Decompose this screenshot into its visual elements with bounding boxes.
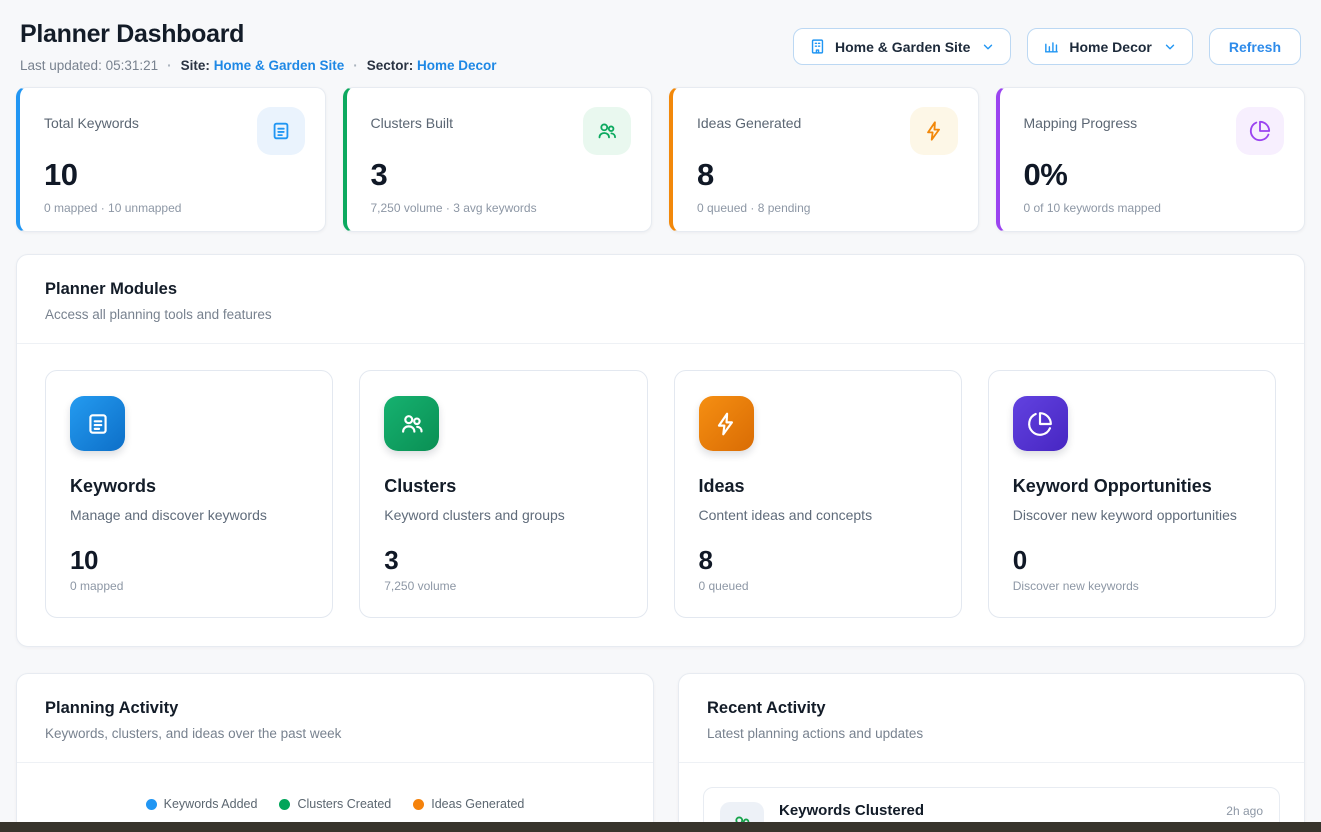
- chevron-down-icon: [981, 40, 995, 54]
- module-description: Discover new keyword opportunities: [1013, 507, 1251, 523]
- stat-label: Total Keywords: [44, 107, 139, 131]
- module-card-keywords[interactable]: Keywords Manage and discover keywords 10…: [45, 370, 333, 618]
- module-description: Keyword clusters and groups: [384, 507, 622, 523]
- planning-activity-panel: Planning Activity Keywords, clusters, an…: [16, 673, 654, 832]
- site-meta: Site: Home & Garden Site: [181, 58, 345, 73]
- last-updated-label: Last updated:: [20, 58, 102, 73]
- section-title: Planner Modules: [45, 280, 1276, 299]
- section-subtitle: Latest planning actions and updates: [707, 726, 1276, 741]
- module-value: 0: [1013, 545, 1251, 576]
- module-description: Content ideas and concepts: [699, 507, 937, 523]
- header-controls: Home & Garden Site Home Decor Refresh: [793, 28, 1301, 65]
- section-title: Recent Activity: [707, 699, 1276, 718]
- activity-timestamp: 2h ago: [1226, 804, 1263, 818]
- last-updated-value: 05:31:21: [106, 58, 159, 73]
- stat-subtext: 7,250 volume · 3 avg keywords: [371, 201, 632, 215]
- sector-selector-dropdown[interactable]: Home Decor: [1027, 28, 1192, 65]
- pie-chart-icon: [1013, 396, 1068, 451]
- module-subtext: 0 mapped: [70, 579, 308, 593]
- module-subtext: 7,250 volume: [384, 579, 622, 593]
- legend-item-clusters-created[interactable]: Clusters Created: [279, 797, 391, 811]
- module-value: 3: [384, 545, 622, 576]
- chart-legend: Keywords Added Clusters Created Ideas Ge…: [41, 797, 629, 811]
- site-label: Site:: [181, 58, 210, 73]
- header-meta: Last updated: 05:31:21 · Site: Home & Ga…: [20, 58, 497, 73]
- stat-card-clusters-built: Clusters Built 3 7,250 volume · 3 avg ke…: [343, 87, 653, 232]
- stat-card-total-keywords: Total Keywords 10 0 mapped · 10 unmapped: [16, 87, 326, 232]
- bolt-icon: [699, 396, 754, 451]
- refresh-button[interactable]: Refresh: [1209, 28, 1301, 65]
- stat-value: 3: [371, 157, 632, 193]
- sector-label: Sector:: [367, 58, 414, 73]
- module-card-clusters[interactable]: Clusters Keyword clusters and groups 3 7…: [359, 370, 647, 618]
- module-value: 10: [70, 545, 308, 576]
- bottom-taskbar-strip: [0, 822, 1321, 832]
- module-card-ideas[interactable]: Ideas Content ideas and concepts 8 0 que…: [674, 370, 962, 618]
- site-link[interactable]: Home & Garden Site: [214, 58, 345, 73]
- stat-subtext: 0 of 10 keywords mapped: [1024, 201, 1285, 215]
- stat-value: 0%: [1024, 157, 1285, 193]
- sector-link[interactable]: Home Decor: [417, 58, 497, 73]
- site-selector-label: Home & Garden Site: [835, 39, 970, 55]
- legend-dot: [279, 799, 290, 810]
- header-left: Planner Dashboard Last updated: 05:31:21…: [20, 20, 497, 73]
- legend-label: Keywords Added: [164, 797, 258, 811]
- planner-modules-header: Planner Modules Access all planning tool…: [17, 255, 1304, 344]
- module-title: Ideas: [699, 476, 937, 497]
- users-icon: [384, 396, 439, 451]
- building-icon: [809, 38, 826, 55]
- legend-label: Ideas Generated: [431, 797, 524, 811]
- recent-activity-panel: Recent Activity Latest planning actions …: [678, 673, 1305, 832]
- activity-title: Keywords Clustered: [779, 802, 924, 819]
- users-icon: [583, 107, 631, 155]
- pie-chart-icon: [1236, 107, 1284, 155]
- section-subtitle: Access all planning tools and features: [45, 307, 1276, 322]
- module-title: Keywords: [70, 476, 308, 497]
- meta-separator: ·: [167, 58, 172, 73]
- section-subtitle: Keywords, clusters, and ideas over the p…: [45, 726, 625, 741]
- stat-label: Clusters Built: [371, 107, 453, 131]
- stat-subtext: 0 mapped · 10 unmapped: [44, 201, 305, 215]
- meta-separator: ·: [353, 58, 358, 73]
- stat-label: Mapping Progress: [1024, 107, 1138, 131]
- bottom-row: Planning Activity Keywords, clusters, an…: [16, 673, 1305, 832]
- module-subtext: Discover new keywords: [1013, 579, 1251, 593]
- bar-chart-icon: [1043, 38, 1060, 55]
- legend-dot: [146, 799, 157, 810]
- stat-subtext: 0 queued · 8 pending: [697, 201, 958, 215]
- stat-value: 10: [44, 157, 305, 193]
- page-title: Planner Dashboard: [20, 20, 497, 49]
- legend-label: Clusters Created: [297, 797, 391, 811]
- modules-grid: Keywords Manage and discover keywords 10…: [17, 344, 1304, 646]
- module-title: Clusters: [384, 476, 622, 497]
- legend-dot: [413, 799, 424, 810]
- sector-selector-label: Home Decor: [1069, 39, 1151, 55]
- stat-label: Ideas Generated: [697, 107, 801, 131]
- sector-meta: Sector: Home Decor: [367, 58, 497, 73]
- section-title: Planning Activity: [45, 699, 625, 718]
- planner-dashboard-page: Planner Dashboard Last updated: 05:31:21…: [0, 0, 1321, 832]
- recent-activity-header: Recent Activity Latest planning actions …: [679, 674, 1304, 763]
- page-header: Planner Dashboard Last updated: 05:31:21…: [16, 0, 1305, 73]
- legend-item-ideas-generated[interactable]: Ideas Generated: [413, 797, 524, 811]
- planner-modules-panel: Planner Modules Access all planning tool…: [16, 254, 1305, 647]
- file-text-icon: [70, 396, 125, 451]
- legend-item-keywords-added[interactable]: Keywords Added: [146, 797, 258, 811]
- file-text-icon: [257, 107, 305, 155]
- stat-value: 8: [697, 157, 958, 193]
- module-subtext: 0 queued: [699, 579, 937, 593]
- site-selector-dropdown[interactable]: Home & Garden Site: [793, 28, 1011, 65]
- module-card-keyword-opportunities[interactable]: Keyword Opportunities Discover new keywo…: [988, 370, 1276, 618]
- module-value: 8: [699, 545, 937, 576]
- module-title: Keyword Opportunities: [1013, 476, 1251, 497]
- stats-row: Total Keywords 10 0 mapped · 10 unmapped…: [16, 87, 1305, 232]
- bolt-icon: [910, 107, 958, 155]
- module-description: Manage and discover keywords: [70, 507, 308, 523]
- stat-card-mapping-progress: Mapping Progress 0% 0 of 10 keywords map…: [996, 87, 1306, 232]
- chevron-down-icon: [1163, 40, 1177, 54]
- stat-card-ideas-generated: Ideas Generated 8 0 queued · 8 pending: [669, 87, 979, 232]
- planning-activity-header: Planning Activity Keywords, clusters, an…: [17, 674, 653, 763]
- last-updated-text: Last updated: 05:31:21: [20, 58, 158, 73]
